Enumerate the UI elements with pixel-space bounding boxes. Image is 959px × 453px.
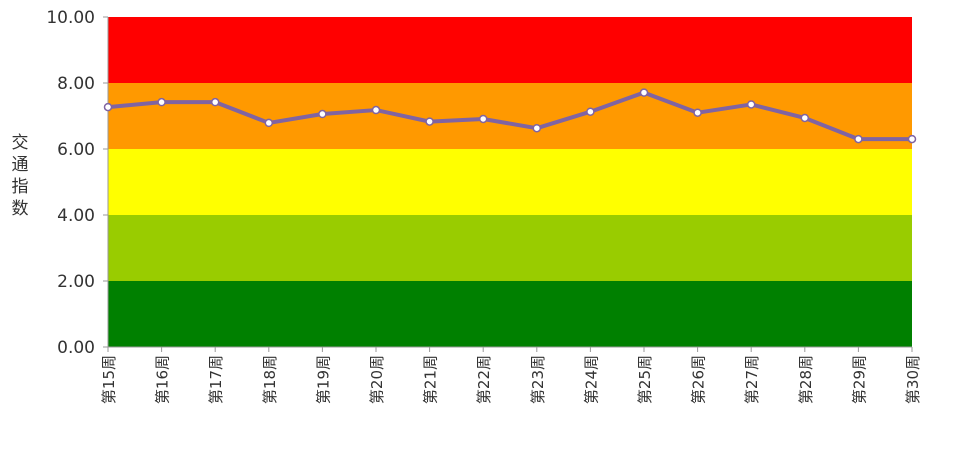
y-axis-label: 交通指数 <box>11 133 29 219</box>
x-tick-label: 第29周 <box>850 355 868 404</box>
data-point <box>425 117 434 126</box>
band-3 <box>108 83 912 149</box>
band-4 <box>108 17 912 83</box>
x-tick-label: 第19周 <box>314 355 332 404</box>
x-tick-label: 第23周 <box>529 355 547 404</box>
y-tick-label: 2.00 <box>57 272 95 292</box>
x-tick-label: 第25周 <box>636 355 654 404</box>
x-tick-label: 第30周 <box>904 355 922 404</box>
x-tick-label: 第21周 <box>422 355 440 404</box>
x-tick-label: 第28周 <box>797 355 815 404</box>
x-tick-label: 第18周 <box>261 355 279 404</box>
band-0 <box>108 281 912 347</box>
y-tick-label: 4.00 <box>57 206 95 226</box>
data-point <box>103 102 113 112</box>
series-line <box>107 90 912 142</box>
band-2 <box>108 149 912 215</box>
x-tick-label: 第17周 <box>207 355 225 404</box>
data-point <box>800 113 810 123</box>
y-tick-label: 10.00 <box>46 8 95 28</box>
data-point <box>371 105 381 115</box>
data-point <box>746 100 756 109</box>
x-tick-label: 第27周 <box>743 355 761 404</box>
data-point <box>264 118 274 128</box>
data-point <box>478 114 488 124</box>
data-point <box>318 109 327 119</box>
x-tick-label: 第15周 <box>100 355 118 404</box>
x-tick-label: 第22周 <box>475 355 493 404</box>
y-tick-label: 0.00 <box>57 338 95 358</box>
data-point <box>693 108 702 117</box>
x-tick-label: 第20周 <box>368 355 386 404</box>
x-tick-label: 第26周 <box>690 355 708 404</box>
data-point <box>532 123 542 133</box>
data-point <box>586 107 595 116</box>
data-point <box>854 134 863 144</box>
x-tick-label: 第24周 <box>582 355 600 404</box>
data-point <box>210 97 220 107</box>
data-point <box>157 97 166 107</box>
y-tick-label: 6.00 <box>57 140 95 160</box>
data-point <box>639 88 649 97</box>
band-1 <box>108 215 912 281</box>
x-tick-label: 第16周 <box>154 355 172 404</box>
data-point <box>907 134 917 144</box>
y-tick-label: 8.00 <box>57 74 95 94</box>
